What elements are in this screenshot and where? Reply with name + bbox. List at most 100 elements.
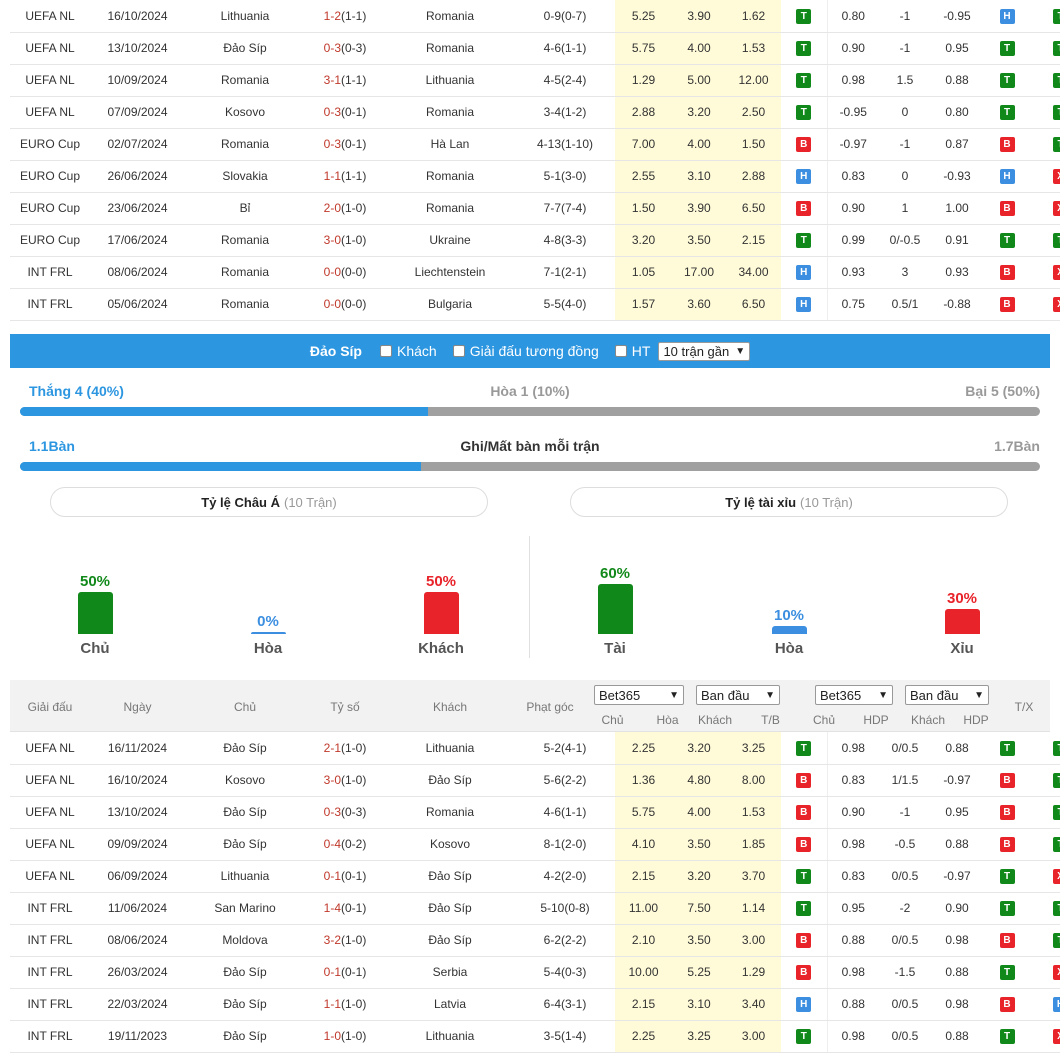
score-cell[interactable]: 1-0(1-0) <box>305 1020 385 1053</box>
score-cell[interactable]: 0-3(0-1) <box>305 96 385 129</box>
league-cell[interactable]: INT FRL <box>10 988 90 1021</box>
home-team-cell[interactable]: Slovakia <box>185 160 305 193</box>
away-team-cell[interactable]: Romania <box>385 160 515 193</box>
home-team-cell[interactable]: Lithuania <box>185 860 305 893</box>
away-team-cell[interactable]: Serbia <box>385 956 515 989</box>
odds-type-select-2[interactable]: Ban đầu ▼ <box>905 685 989 705</box>
away-team-cell[interactable]: Lithuania <box>385 1020 515 1053</box>
ht-checkbox[interactable]: HT <box>614 343 650 359</box>
score-cell[interactable]: 3-0(1-0) <box>305 224 385 257</box>
ou-sub: (10 Trận) <box>800 494 853 510</box>
same-league-checkbox[interactable]: Giải đấu tương đồng <box>452 343 599 359</box>
score-cell[interactable]: 1-2(1-1) <box>305 0 385 33</box>
home-team-cell[interactable]: Đảo Síp <box>185 796 305 829</box>
away-team-cell[interactable]: Romania <box>385 0 515 33</box>
away-team-cell[interactable]: Đảo Síp <box>385 892 515 925</box>
home-team-cell[interactable]: Đảo Síp <box>185 956 305 989</box>
score-cell[interactable]: 0-1(0-1) <box>305 956 385 989</box>
score-cell[interactable]: 2-1(1-0) <box>305 732 385 765</box>
asian-handicap-tab[interactable]: Tỷ lệ Châu Á (10 Trận) <box>50 487 488 517</box>
checkbox-box[interactable] <box>452 345 465 357</box>
away-team-cell[interactable]: Romania <box>385 796 515 829</box>
home-team-cell[interactable]: Romania <box>185 64 305 97</box>
table-row: UEFA NL 16/10/2024 Lithuania 1-2(1-1) Romani… <box>10 0 1060 33</box>
tx-result-cell: X <box>1031 956 1060 989</box>
score-cell[interactable]: 0-3(0-1) <box>305 128 385 161</box>
league-cell[interactable]: UEFA NL <box>10 764 90 797</box>
handicap-line-cell: -1 <box>879 128 931 161</box>
league-cell[interactable]: INT FRL <box>10 288 90 321</box>
league-cell[interactable]: EURO Cup <box>10 224 90 257</box>
handicap-line-cell: 3 <box>879 256 931 289</box>
league-cell[interactable]: UEFA NL <box>10 0 90 33</box>
home-team-cell[interactable]: Đảo Síp <box>185 988 305 1021</box>
score-cell[interactable]: 0-0(0-0) <box>305 256 385 289</box>
home-team-cell[interactable]: Đảo Síp <box>185 32 305 65</box>
bookmaker-select-2[interactable]: Bet365 ▼ <box>815 685 893 705</box>
over-under-tab[interactable]: Tỷ lệ tài xỉu (10 Trận) <box>570 487 1008 517</box>
away-checkbox[interactable]: Khách <box>379 343 437 359</box>
away-team-cell[interactable]: Liechtenstein <box>385 256 515 289</box>
home-team-cell[interactable]: Đảo Síp <box>185 732 305 765</box>
home-team-cell[interactable]: Romania <box>185 128 305 161</box>
score-cell[interactable]: 0-4(0-2) <box>305 828 385 861</box>
away-team-cell[interactable]: Đảo Síp <box>385 924 515 957</box>
league-cell[interactable]: UEFA NL <box>10 32 90 65</box>
home-team-cell[interactable]: Lithuania <box>185 0 305 33</box>
score-cell[interactable]: 0-3(0-3) <box>305 796 385 829</box>
odds-type-select-1[interactable]: Ban đầu ▼ <box>696 685 780 705</box>
checkbox-box[interactable] <box>379 345 392 357</box>
league-cell[interactable]: UEFA NL <box>10 796 90 829</box>
league-cell[interactable]: INT FRL <box>10 956 90 989</box>
away-team-cell[interactable]: Bulgaria <box>385 288 515 321</box>
home-team-cell[interactable]: Bỉ <box>185 192 305 225</box>
match-count-select[interactable]: 10 trận gần ▼ <box>658 341 751 361</box>
home-team-cell[interactable]: San Marino <box>185 892 305 925</box>
score-cell[interactable]: 3-0(1-0) <box>305 764 385 797</box>
score-cell[interactable]: 1-1(1-0) <box>305 988 385 1021</box>
away-team-cell[interactable]: Ukraine <box>385 224 515 257</box>
away-team-cell[interactable]: Lithuania <box>385 732 515 765</box>
score-cell[interactable]: 0-3(0-3) <box>305 32 385 65</box>
league-cell[interactable]: INT FRL <box>10 892 90 925</box>
league-cell[interactable]: INT FRL <box>10 256 90 289</box>
home-team-cell[interactable]: Đảo Síp <box>185 828 305 861</box>
bookmaker-select-1[interactable]: Bet365 ▼ <box>594 685 684 705</box>
score-cell[interactable]: 1-4(0-1) <box>305 892 385 925</box>
home-team-cell[interactable]: Romania <box>185 224 305 257</box>
league-cell[interactable]: INT FRL <box>10 924 90 957</box>
away-team-cell[interactable]: Romania <box>385 192 515 225</box>
away-team-cell[interactable]: Latvia <box>385 988 515 1021</box>
away-team-cell[interactable]: Đảo Síp <box>385 764 515 797</box>
score-cell[interactable]: 3-2(1-0) <box>305 924 385 957</box>
away-team-cell[interactable]: Kosovo <box>385 828 515 861</box>
home-team-cell[interactable]: Romania <box>185 288 305 321</box>
league-cell[interactable]: UEFA NL <box>10 828 90 861</box>
away-team-cell[interactable]: Đảo Síp <box>385 860 515 893</box>
league-cell[interactable]: INT FRL <box>10 1020 90 1053</box>
league-cell[interactable]: EURO Cup <box>10 160 90 193</box>
home-team-cell[interactable]: Romania <box>185 256 305 289</box>
league-cell[interactable]: EURO Cup <box>10 128 90 161</box>
league-cell[interactable]: UEFA NL <box>10 96 90 129</box>
score-cell[interactable]: 0-0(0-0) <box>305 288 385 321</box>
league-cell[interactable]: UEFA NL <box>10 732 90 765</box>
away-team-cell[interactable]: Hà Lan <box>385 128 515 161</box>
checkbox-box[interactable] <box>614 345 627 357</box>
same-league-checkbox-label: Giải đấu tương đồng <box>469 343 599 359</box>
home-team-cell[interactable]: Kosovo <box>185 96 305 129</box>
home-team-cell[interactable]: Đảo Síp <box>185 1020 305 1053</box>
score-cell[interactable]: 1-1(1-1) <box>305 160 385 193</box>
away-team-cell[interactable]: Romania <box>385 96 515 129</box>
league-cell[interactable]: EURO Cup <box>10 192 90 225</box>
score-cell[interactable]: 0-1(0-1) <box>305 860 385 893</box>
score-cell[interactable]: 3-1(1-1) <box>305 64 385 97</box>
away-team-cell[interactable]: Romania <box>385 32 515 65</box>
score-cell[interactable]: 2-0(1-0) <box>305 192 385 225</box>
home-team-cell[interactable]: Moldova <box>185 924 305 957</box>
away-team-cell[interactable]: Lithuania <box>385 64 515 97</box>
home-team-cell[interactable]: Kosovo <box>185 764 305 797</box>
odds-home-cell: 5.75 <box>615 796 672 829</box>
league-cell[interactable]: UEFA NL <box>10 860 90 893</box>
league-cell[interactable]: UEFA NL <box>10 64 90 97</box>
